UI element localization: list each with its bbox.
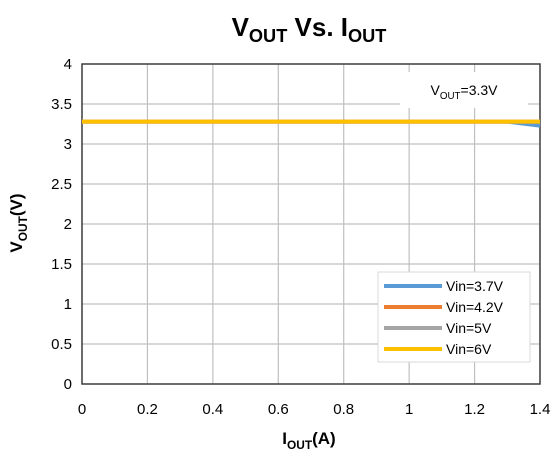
x-tick-label: 0.2 [137, 401, 158, 418]
gridlines [81, 63, 541, 385]
y-tick-label: 3.5 [51, 96, 72, 113]
y-tick-label: 0 [64, 376, 72, 393]
x-tick-label: 0.8 [333, 401, 354, 418]
y-tick-label: 1.5 [51, 256, 72, 273]
y-tick-label: 2 [64, 216, 72, 233]
x-tick-label: 0 [78, 401, 86, 418]
y-tick-label: 4 [64, 56, 72, 73]
annotation-box: VOUT=3.3V [400, 72, 528, 108]
legend-label: Vin=3.7V [446, 278, 504, 294]
y-axis-ticks: 0 0.5 1 1.5 2 2.5 3 3.5 4 [51, 56, 72, 393]
legend-label: Vin=4.2V [446, 299, 504, 315]
legend-label: Vin=5V [446, 320, 492, 336]
x-axis-title: IOUT(A) [282, 429, 335, 452]
annotation-text: VOUT=3.3V [430, 82, 498, 102]
x-axis-ticks: 0 0.2 0.4 0.6 0.8 1 1.2 1.4 [78, 401, 551, 418]
series-lines [82, 119, 541, 128]
x-tick-label: 1.4 [530, 401, 551, 418]
y-tick-label: 3 [64, 136, 72, 153]
x-tick-label: 1.2 [464, 401, 485, 418]
x-tick-label: 0.4 [202, 401, 223, 418]
y-tick-label: 0.5 [51, 336, 72, 353]
legend: Vin=3.7V Vin=4.2V Vin=5V Vin=6V [377, 271, 531, 363]
chart-title: VOUT Vs. IOUT [232, 12, 387, 46]
y-tick-label: 2.5 [51, 176, 72, 193]
x-tick-label: 1 [405, 401, 413, 418]
plot-area [81, 63, 541, 385]
y-axis-title: VOUT(V) [7, 193, 30, 252]
legend-label: Vin=6V [446, 341, 492, 357]
y-tick-label: 1 [64, 296, 72, 313]
x-tick-label: 0.6 [268, 401, 289, 418]
